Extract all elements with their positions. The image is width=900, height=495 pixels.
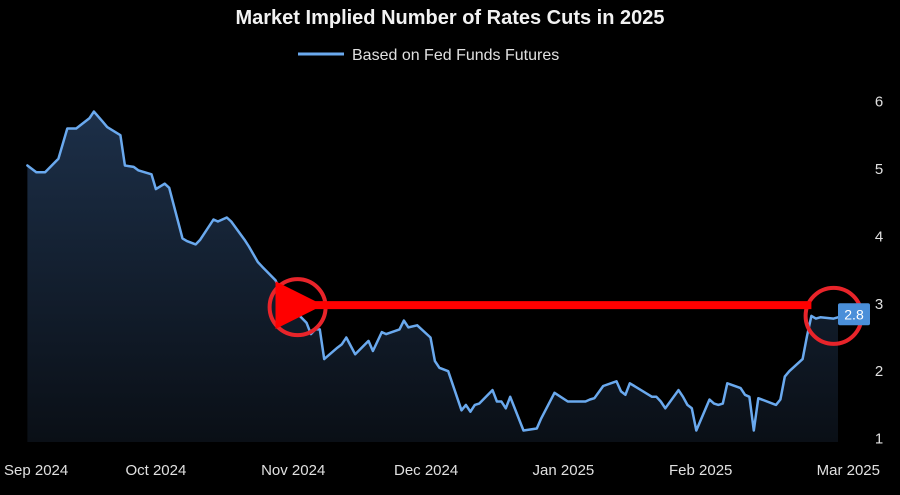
y-tick-label: 1: [875, 431, 883, 448]
x-tick-label: Jan 2025: [533, 462, 595, 479]
x-tick-label: Mar 2025: [817, 462, 880, 479]
legend-label: Based on Fed Funds Futures: [352, 47, 559, 64]
y-tick-label: 2: [875, 363, 883, 380]
x-tick-label: Oct 2024: [125, 462, 186, 479]
x-tick-label: Sep 2024: [4, 462, 68, 479]
x-axis: Sep 2024 Oct 2024 Nov 2024 Dec 2024 Jan 2025…: [4, 462, 880, 479]
y-tick-label: 5: [875, 161, 883, 178]
series-line: [26, 110, 840, 432]
plot-area: [26, 110, 840, 442]
last-value-badge: 2.8: [838, 303, 870, 326]
x-tick-label: Dec 2024: [394, 462, 458, 479]
last-value-badge-box: [838, 303, 870, 326]
last-value-label: 2.8: [844, 306, 864, 322]
y-tick-label: 6: [875, 94, 883, 111]
series-area-fill: [27, 111, 838, 442]
chart-title: Market Implied Number of Rates Cuts in 2…: [235, 7, 664, 29]
legend: Based on Fed Funds Futures: [298, 47, 559, 64]
y-tick-label: 3: [875, 296, 883, 313]
x-tick-label: Feb 2025: [669, 462, 732, 479]
annotations: [267, 277, 864, 346]
y-tick-label: 4: [875, 228, 883, 245]
x-tick-label: Nov 2024: [261, 462, 325, 479]
y-axis: 1 2 3 4 5 6: [875, 94, 883, 448]
